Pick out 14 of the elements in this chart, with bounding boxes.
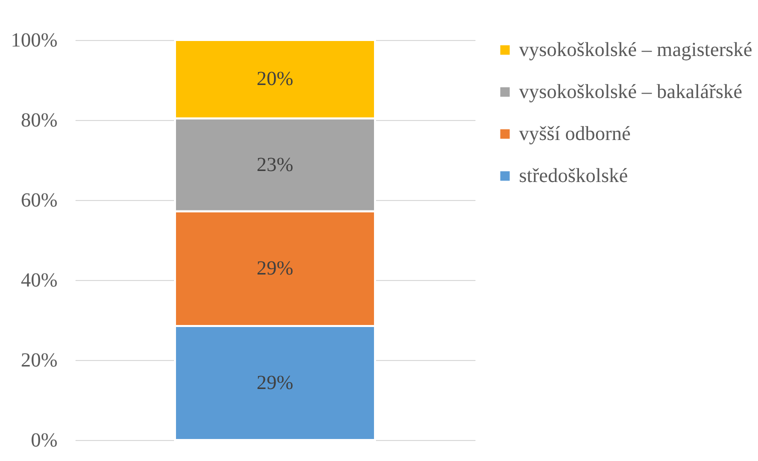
legend-label: vyšší odborné bbox=[519, 123, 631, 145]
legend-label: vysokoškolské – magisterské bbox=[519, 39, 752, 61]
y-tick-label: 60% bbox=[20, 190, 58, 212]
legend-label: vysokoškolské – bakalářské bbox=[519, 81, 742, 103]
data-label: 23% bbox=[256, 154, 294, 176]
y-tick-label: 40% bbox=[20, 270, 58, 292]
y-tick-label: 0% bbox=[30, 430, 58, 452]
data-label: 29% bbox=[256, 258, 294, 280]
y-tick-label: 20% bbox=[20, 350, 58, 372]
data-label: 20% bbox=[256, 68, 294, 90]
y-tick-label: 80% bbox=[20, 110, 58, 132]
legend-label: středoškolské bbox=[519, 165, 628, 187]
y-tick-label: 100% bbox=[10, 30, 58, 52]
data-label: 29% bbox=[256, 372, 294, 394]
